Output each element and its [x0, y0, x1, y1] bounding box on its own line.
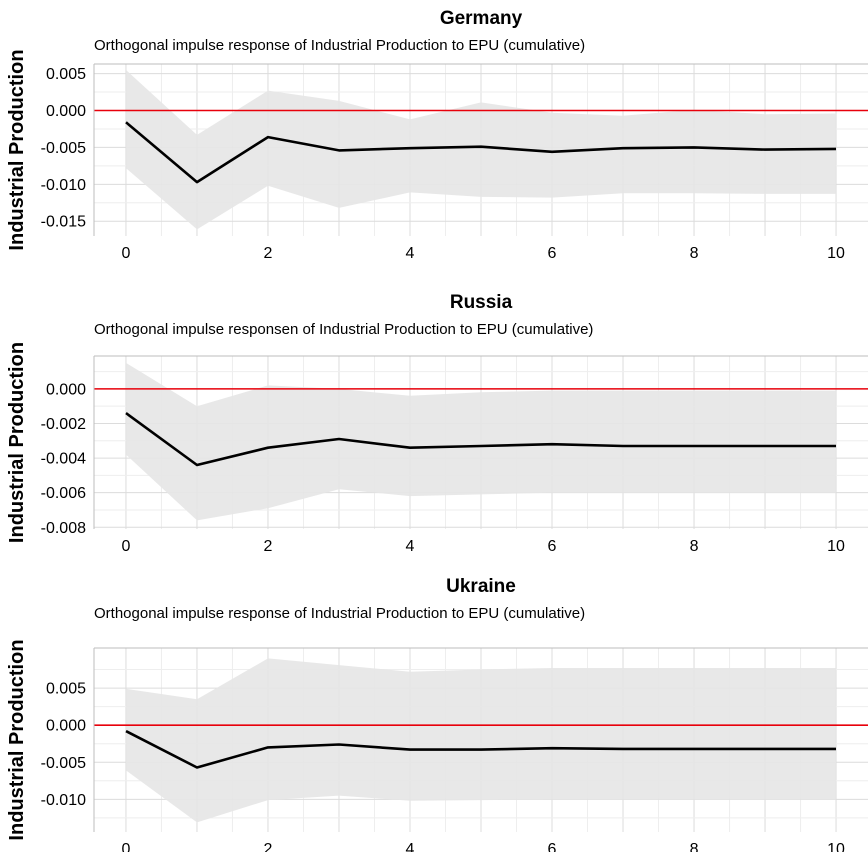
- chart-panel-russia: Russia Orthogonal impulse responsen of I…: [0, 284, 868, 568]
- y-tick-label: -0.015: [41, 214, 86, 231]
- x-tick-label: 10: [827, 841, 845, 852]
- x-tick-label: 2: [264, 841, 273, 852]
- response-line: [125, 121, 837, 184]
- x-tick-label: 6: [548, 841, 557, 852]
- chart-panel-ukraine: Ukraine Orthogonal impulse response of I…: [0, 568, 868, 852]
- y-tick-label: 0.005: [46, 681, 86, 698]
- y-axis-label: Industrial Production: [6, 639, 28, 840]
- y-tick-label: 0.000: [46, 103, 86, 120]
- chart-title: Russia: [449, 292, 513, 313]
- x-tick-label: 8: [690, 538, 699, 555]
- confidence-band: [126, 362, 836, 521]
- x-tick-label: 6: [548, 538, 557, 555]
- x-tick-label: 8: [690, 245, 699, 262]
- y-tick-label: -0.008: [41, 520, 86, 537]
- response-line: [125, 412, 836, 467]
- chart-subtitle: Orthogonal impulse response of Industria…: [94, 605, 586, 622]
- y-axis-label: Industrial Production: [6, 342, 28, 543]
- response-line: [125, 729, 836, 769]
- chart-subtitle: Orthogonal impulse responsen of Industri…: [94, 321, 594, 338]
- y-tick-label: 0.000: [46, 381, 86, 398]
- x-tick-label: 0: [122, 841, 131, 852]
- chart-plot: 0.000 -0.002 -0.004 -0.006 -0.008 0 2 4 6 8 10 Indu…: [6, 342, 868, 555]
- chart-plot: 0.005 0.000 -0.005 -0.010 0 2 4 6 8 10 Industrial …: [6, 639, 868, 852]
- y-tick-label: -0.002: [41, 416, 86, 433]
- y-axis-label: Industrial Production: [6, 49, 28, 250]
- x-tick-label: 0: [122, 245, 131, 262]
- chart-subtitle: Orthogonal impulse response of Industria…: [94, 37, 586, 54]
- chart-title: Germany: [439, 8, 523, 29]
- x-tick-label: 4: [406, 841, 415, 852]
- chart-panel-germany: Germany Orthogonal impulse response of I…: [0, 0, 868, 284]
- x-tick-label: 0: [122, 538, 131, 555]
- y-tick-label: -0.010: [41, 177, 86, 194]
- y-tick-label: -0.004: [41, 451, 86, 468]
- x-tick-label: 4: [406, 245, 415, 262]
- x-tick-label: 4: [406, 538, 415, 555]
- y-tick-label: -0.010: [41, 792, 86, 809]
- y-tick-label: -0.005: [41, 140, 86, 157]
- x-tick-label: 8: [690, 841, 699, 852]
- y-tick-label: 0.005: [46, 66, 86, 83]
- y-tick-label: 0.000: [46, 718, 86, 735]
- y-tick-label: -0.006: [41, 485, 86, 502]
- x-tick-label: 2: [264, 245, 273, 262]
- x-tick-label: 6: [548, 245, 557, 262]
- x-tick-label: 2: [264, 538, 273, 555]
- x-tick-label: 10: [827, 245, 845, 262]
- chart-plot: 0.005 0.000 -0.005 -0.010 -0.015 0 2 4 6 8 10 Indus…: [6, 49, 868, 262]
- x-tick-label: 10: [827, 538, 845, 555]
- chart-title: Ukraine: [446, 576, 516, 597]
- y-tick-label: -0.005: [41, 755, 86, 772]
- confidence-band: [126, 658, 836, 823]
